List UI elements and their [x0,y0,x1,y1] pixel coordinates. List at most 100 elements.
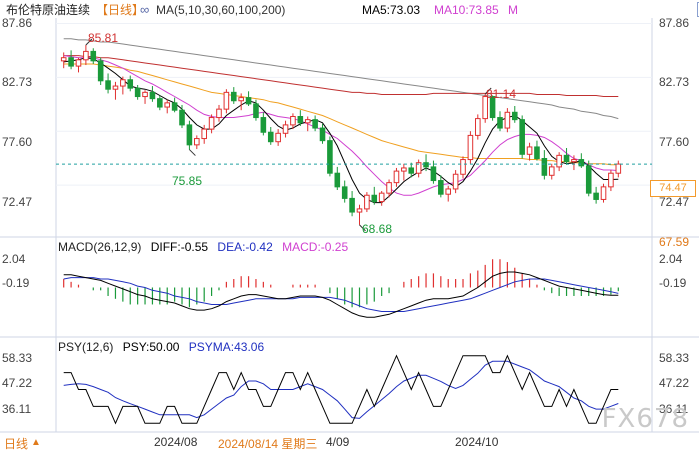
candle-body [90,50,97,62]
candle-body [127,79,134,89]
instrument-title[interactable]: 布伦特原油连续 [6,3,91,17]
candle-body [275,132,281,143]
psy-line [63,354,619,425]
candle-body [386,182,392,194]
price-tick-right-1: 82.73 [659,75,690,89]
candle-body [489,96,496,119]
ma5-value: MA5:73.03 [362,3,421,17]
price-tick-left-2: 77.60 [2,135,33,149]
candle-body [194,138,200,146]
psy-legend: PSY(12,6) PSY:50.00 PSYMA:43.06 [58,340,270,354]
macd-tick-right-0: 67.59 [659,235,690,249]
candle-body [319,127,326,142]
candle-body [186,124,193,146]
cursor-date-label: 2024/08/14 星期三 [218,437,318,451]
candle-body [157,98,163,108]
low-1-pointer [189,149,196,156]
candle-body [142,91,148,98]
watermark: FX678 [601,404,689,434]
ma-label: MA(5,10,30,60,100,200) [156,3,286,17]
psy-tick-right-2: 36.11 [659,402,689,416]
psy-tick-left-1: 47.22 [2,376,33,390]
macd-dif-value: DIFF:-0.55 [150,240,209,254]
price-tick-right-0: 87.86 [659,16,690,30]
candle-body [290,116,296,126]
candle-body [164,102,171,108]
candle-body [230,91,237,102]
candle-body [120,79,126,87]
price-tick-left-0: 87.86 [2,16,33,30]
candle-body [179,109,185,126]
low-2-pointer [359,224,366,232]
annotation-high-1: 85.81 [88,31,119,45]
candle-body [253,103,259,119]
ma10-value: MA10:73.85 [434,3,499,17]
candle-body [408,167,415,174]
candle-body [593,192,599,200]
candle-body [548,166,555,176]
macd-tick-right-1: 2.04 [659,252,683,266]
candle-body [171,102,178,111]
candle-body [452,173,459,190]
candle-body [267,131,274,143]
candle-body [68,57,74,67]
ma10-line [63,55,619,196]
ma-more-label: M [508,3,518,17]
macd-legend: MACD(26,12,9) DIFF:-0.55 DEA:-0.42 MACD:… [58,240,354,254]
candle-body [149,91,156,100]
candle-body [341,186,348,199]
candle-body [482,96,488,120]
chart-header: 布伦特原油连续 【日线】 ∞ MA(5,10,30,60,100,200) MA… [0,0,699,20]
price-tick-right-3: 72.47 [659,195,690,209]
candle-body [556,154,562,168]
candle-body [223,91,230,110]
macd-dea-value: DEA:-0.42 [217,240,273,254]
close-icon[interactable]: ✕ [697,2,699,17]
high-2-pointer [484,87,492,95]
candle-body [312,119,318,129]
macd-dea-line [63,277,619,312]
psy-tick-right-1: 47.22 [659,376,690,390]
candle-body [304,119,311,124]
date-axis: 日线 ▲ 2024/08 2024/08/14 星期三 4/09 2024/10 [0,432,699,452]
period-selector[interactable]: 日线 [4,437,29,451]
date-label-1: 2024/08 [154,435,198,449]
macd-title: MACD(26,12,9) [58,240,142,254]
candle-body [526,146,533,155]
candle-body [615,163,622,174]
candle-body [282,124,289,134]
candle-body [534,146,540,159]
candle-body [208,117,215,130]
candle-body [60,57,67,62]
period-arrow-icon[interactable]: ▲ [31,437,41,448]
psy-tick-left-2: 36.11 [2,402,32,416]
price-tick-left-1: 82.73 [2,75,33,89]
candle-body [327,140,333,174]
candle-body [238,97,244,102]
candle-body [578,159,585,167]
candle-body [541,158,548,176]
candle-body [430,166,437,182]
ma5-line [63,57,619,204]
date-label-2: 4/09 [326,435,350,449]
high-1-pointer [85,38,93,46]
candle-body [585,165,592,194]
price-tick-left-3: 72.47 [2,195,33,209]
annotation-low-1: 75.85 [172,174,203,188]
candle-body [105,80,111,90]
candle-body [245,97,252,105]
ma-settings-icon[interactable]: ∞ [140,2,150,17]
candle-body [415,162,422,174]
psy-tick-left-0: 58.33 [2,351,33,365]
macd-macd-value: MACD:-0.25 [282,240,349,254]
candle-body [438,180,444,195]
period-tag[interactable]: 【日线】 [96,3,145,17]
candle-body [600,186,607,200]
candle-body [571,159,577,163]
annotation-high-2: 81.14 [486,87,517,101]
candle-body [297,116,304,124]
candle-body [356,208,363,213]
candle-body [393,170,400,184]
candle-body [134,87,141,98]
